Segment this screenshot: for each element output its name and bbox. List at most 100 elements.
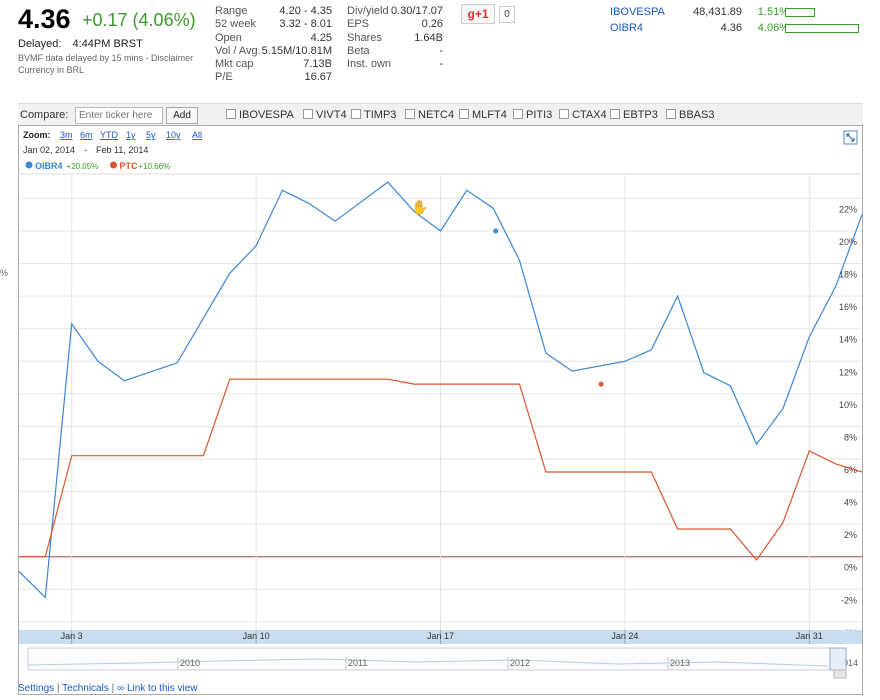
price-chart[interactable]: -4%-2%0%2%4%6%8%10%12%14%16%18%20%22%Jan… [18,125,863,695]
compare-ticker-input[interactable] [75,107,163,124]
checkbox[interactable] [459,109,469,119]
zoom-option-10y[interactable]: 10y [166,130,181,140]
compare-ticker-piti3[interactable]: PITI3 [513,109,552,121]
x-tick-label: Jan 10 [243,631,270,641]
stat-key: 52 week [215,18,256,31]
zoom-option-all[interactable]: All [192,130,202,140]
hand-cursor-icon: ✋ [411,199,428,215]
y-tick-label: 12% [839,367,857,377]
index-price: 4.36 [678,22,742,34]
compare-ticker-vivt4[interactable]: VIVT4 [303,109,347,121]
stat-row: Range 4.20 - 4.35 [215,5,332,18]
stat-key: Range [215,5,247,18]
zoom-option-1y[interactable]: 1y [126,130,136,140]
compare-ticker-ebtp3[interactable]: EBTP3 [610,109,658,121]
checkbox[interactable] [303,109,313,119]
checkbox[interactable] [226,109,236,119]
index-name[interactable]: OIBR4 [610,22,643,34]
checkbox[interactable] [559,109,569,119]
stat-value: - [439,58,443,71]
currency-note: Currency in BRL [18,65,84,75]
stat-row: 52 week 3.32 - 8.01 [215,18,332,31]
compare-ticker-netc4[interactable]: NETC4 [405,109,454,121]
settings-link[interactable]: Settings [18,683,54,694]
y-tick-label: 22% [839,204,857,214]
checkbox[interactable] [513,109,523,119]
ticker-label: BBAS3 [679,109,714,121]
index-change-bar [785,8,815,17]
ticker-label: CTAX4 [572,109,607,121]
ticker-label: NETC4 [418,109,454,121]
stat-row: Inst. own- [347,58,443,71]
compare-ticker-mlft4[interactable]: MLFT4 [459,109,507,121]
footer-links: Settings | Technicals | ∞ Link to this v… [18,683,198,694]
delayed-info: Delayed: 4:44PM BRST [18,38,143,50]
stat-value: 16.67 [304,71,332,84]
quote-header: 4.36 +0.17 (4.06%) Delayed: 4:44PM BRST … [0,0,880,100]
checkbox[interactable] [405,109,415,119]
ticker-label: MLFT4 [472,109,507,121]
navigator-label: 2010 [180,658,200,668]
y-tick-label: 0% [844,563,857,573]
link-icon: ∞ [117,683,124,694]
index-change: 4.06% [741,22,789,34]
chart-area[interactable]: -4%-2%0%2%4%6%8%10%12%14%16%18%20%22%Jan… [18,125,863,695]
delayed-time: 4:44PM BRST [72,38,142,50]
technicals-link[interactable]: Technicals [62,683,109,694]
compare-ticker-bbas3[interactable]: BBAS3 [666,109,714,121]
y-tick-label: 4% [844,498,857,508]
index-row-oibr4[interactable]: OIBR4 4.36 4.06% [610,22,870,36]
date-range-from[interactable]: Jan 02, 2014 [23,145,75,155]
compare-ticker-ctax4[interactable]: CTAX4 [559,109,607,121]
compare-ticker-timp3[interactable]: TIMP3 [351,109,396,121]
stat-key: Shares [347,32,382,45]
ticker-label: IBOVESPA [239,109,294,121]
navigator-window[interactable] [830,648,846,670]
ticker-label: VIVT4 [316,109,347,121]
zoom-option-5y[interactable]: 5y [146,130,156,140]
legend-name-oibr4: OIBR4 [35,161,63,171]
compare-label: Compare: [20,109,68,121]
edge-percent-label: % [0,268,8,278]
stat-key: Beta [347,45,370,58]
legend-value: +10.66% [138,162,170,171]
gplus-button[interactable]: g+1 [461,4,495,24]
index-change-bar [785,24,859,33]
zoom-option-ytd[interactable]: YTD [100,130,119,140]
navigator-handle[interactable] [834,670,846,678]
zoom-option-3m[interactable]: 3m [60,130,73,140]
add-button[interactable]: Add [166,107,198,124]
y-tick-label: 14% [839,335,857,345]
disclaimer[interactable]: BVMF data delayed by 15 mins - Disclaime… [18,53,193,63]
index-name[interactable]: IBOVESPA [610,6,665,18]
date-range-to[interactable]: Feb 11, 2014 [96,145,148,155]
stat-row: Vol / Avg.5.15M/10.81M [215,45,332,58]
stat-value: 3.32 - 8.01 [279,18,332,31]
navigator-label: 2011 [348,658,367,668]
zoom-option-6m[interactable]: 6m [80,130,93,140]
hover-point-ptc [599,382,604,387]
navigator-label: 2012 [510,658,530,668]
stat-row: Beta- [347,45,443,58]
ticker-label: EBTP3 [623,109,658,121]
compare-ticker-ibovespa[interactable]: IBOVESPA [226,109,294,121]
index-row-ibovespa[interactable]: IBOVESPA 48,431.89 1.51% [610,6,870,20]
navigator[interactable] [28,648,846,670]
y-tick-label: 2% [844,530,857,540]
stat-key: Open [215,32,242,45]
x-tick-label: Jan 17 [427,631,454,641]
zoom-label: Zoom: [23,130,51,140]
checkbox[interactable] [610,109,620,119]
stat-key: Mkt cap [215,58,254,71]
y-tick-label: 10% [839,400,857,410]
gplus-count: 0 [499,6,515,23]
checkbox[interactable] [351,109,361,119]
stat-value: 4.20 - 4.35 [279,5,332,18]
stat-value: 0.26 [422,18,443,31]
checkbox[interactable] [666,109,676,119]
date-range-sep: - [84,145,87,155]
link-to-view[interactable]: Link to this view [127,683,198,694]
